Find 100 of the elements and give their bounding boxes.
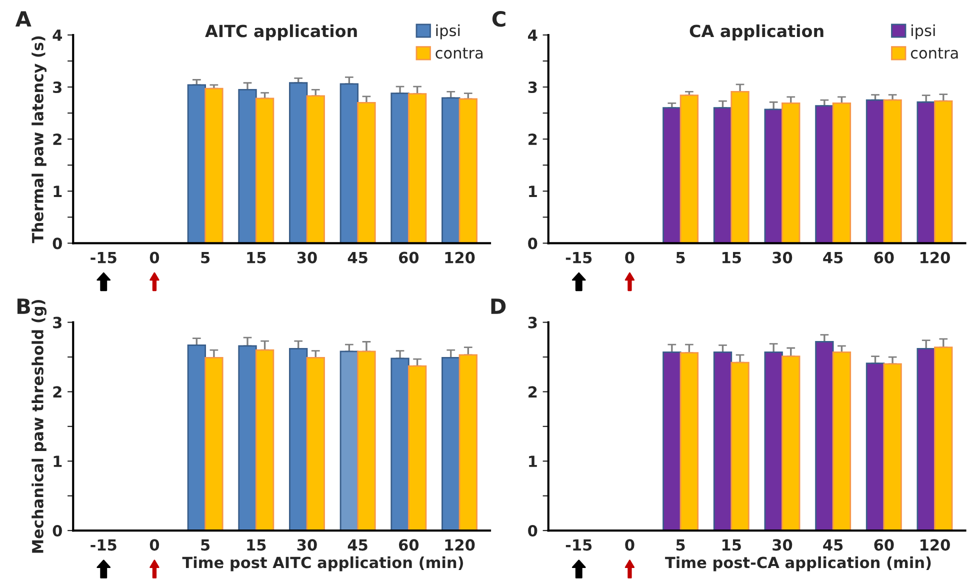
bar <box>306 95 325 244</box>
x-tick-label: 30 <box>297 539 317 551</box>
bar <box>357 350 376 531</box>
y-axis-title: Mechanical paw threshold (g) <box>32 300 47 553</box>
x-tick-label: 45 <box>348 252 368 264</box>
x-tick-label: 30 <box>297 252 317 264</box>
y-tick-label: 4 <box>528 30 538 41</box>
bar <box>442 97 460 244</box>
bar <box>357 102 376 244</box>
bar <box>782 356 800 531</box>
bar <box>408 93 427 244</box>
y-tick-label: 3 <box>528 316 537 328</box>
x-tick-label: 15 <box>247 539 266 551</box>
bar <box>680 352 699 531</box>
bar <box>713 351 732 531</box>
y-tick-label: 3 <box>53 316 62 328</box>
bar <box>238 345 257 531</box>
y-tick-label: 1 <box>529 186 537 197</box>
bar <box>442 357 460 531</box>
bar <box>866 99 885 244</box>
y-tick-label: 1 <box>54 186 62 197</box>
bar <box>458 98 478 244</box>
bar <box>390 92 410 244</box>
legend-label: ipsi <box>436 24 460 40</box>
x-tick-label: -15 <box>90 539 116 551</box>
y-tick-label: 2 <box>53 134 62 145</box>
x-tick-label: -15 <box>90 252 116 264</box>
x-tick-label: 5 <box>201 539 210 551</box>
y-tick-label: 0 <box>528 238 538 250</box>
bar <box>340 83 359 244</box>
y-tick-label: 0 <box>528 524 538 537</box>
legend-label: ipsi <box>912 24 935 40</box>
bar <box>713 107 732 244</box>
x-tick-label: 0 <box>625 252 634 264</box>
text: C <box>492 11 506 27</box>
x-axis-title: Time post-CA application (min) <box>665 556 931 572</box>
x-tick-label: 120 <box>445 539 475 551</box>
bar <box>764 351 783 531</box>
bar <box>883 363 902 531</box>
bar <box>408 365 427 531</box>
y-tick-label: 3 <box>528 82 537 94</box>
x-tick-label: 120 <box>920 539 950 551</box>
x-tick-label: -15 <box>566 252 592 264</box>
y-axis-title: Thermal paw latency (s) <box>32 36 47 244</box>
bar <box>832 102 852 244</box>
x-tick-label: -15 <box>566 539 592 551</box>
text: B <box>17 298 30 314</box>
bar <box>306 357 325 531</box>
x-tick-label: 60 <box>398 539 419 551</box>
y-tick-label: 3 <box>53 82 62 94</box>
x-tick-label: 120 <box>445 252 475 264</box>
bar <box>866 362 885 531</box>
x-tick-label: 30 <box>772 252 792 264</box>
x-tick-label: 30 <box>772 539 792 551</box>
y-tick-label: 0 <box>52 238 62 250</box>
x-tick-label: 15 <box>722 252 741 264</box>
bar <box>934 346 953 531</box>
bar <box>730 91 750 244</box>
bar <box>832 351 852 531</box>
y-tick-label: 1 <box>529 456 537 467</box>
x-tick-label: 0 <box>150 252 160 264</box>
bar <box>680 94 699 244</box>
x-tick-label: 60 <box>398 252 419 264</box>
x-tick-label: 45 <box>348 539 368 551</box>
bar <box>340 350 359 531</box>
chart-title: AITC application <box>205 24 357 41</box>
text: A <box>15 11 32 26</box>
bar <box>204 357 224 531</box>
x-tick-label: 120 <box>920 252 950 264</box>
bar <box>934 100 953 244</box>
chart-title: CA application <box>690 24 824 41</box>
y-tick-label: 2 <box>53 386 62 398</box>
x-tick-label: 60 <box>874 539 894 551</box>
bar <box>255 98 274 244</box>
x-tick-label: 60 <box>874 252 894 264</box>
x-tick-label: 15 <box>722 539 741 551</box>
legend-label: contra <box>910 48 958 59</box>
bar <box>662 107 682 244</box>
y-tick-label: 2 <box>528 134 537 145</box>
bar <box>782 102 800 244</box>
bar <box>916 348 936 531</box>
y-tick-label: 1 <box>54 456 62 467</box>
bar <box>458 354 478 531</box>
bar <box>238 88 257 244</box>
bar <box>916 101 936 244</box>
bar <box>883 99 902 244</box>
x-tick-label: 0 <box>150 539 160 551</box>
bar <box>187 84 206 244</box>
bar <box>390 358 410 531</box>
x-tick-label: 45 <box>823 539 843 551</box>
bar <box>815 341 834 531</box>
x-tick-label: 5 <box>676 539 685 551</box>
bar <box>187 344 206 531</box>
x-tick-label: 0 <box>625 539 634 551</box>
bar <box>764 108 783 244</box>
legend-label: contra <box>436 48 483 59</box>
bar <box>289 348 308 531</box>
y-tick-label: 0 <box>52 524 62 537</box>
x-axis-title: Time post AITC application (min) <box>182 556 463 572</box>
x-tick-label: 45 <box>823 252 843 264</box>
